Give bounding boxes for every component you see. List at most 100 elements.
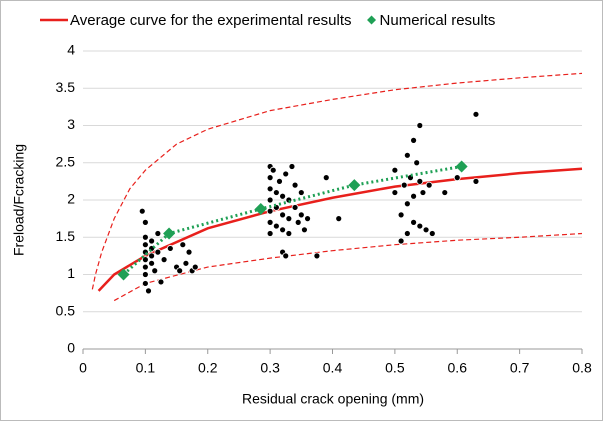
data-point <box>391 189 399 196</box>
data-point <box>416 222 424 230</box>
x-tick-label: 0.2 <box>198 360 218 376</box>
data-point <box>266 196 274 204</box>
x-tick-label: 0.8 <box>572 360 592 376</box>
average-curve <box>97 167 583 292</box>
data-point <box>148 259 156 267</box>
data-point <box>322 174 330 182</box>
data-point <box>453 174 461 182</box>
y-axis-label: Freload/Fcracking <box>11 144 27 256</box>
data-point <box>266 230 274 237</box>
data-point <box>297 211 305 219</box>
data-point <box>403 151 411 159</box>
y-tick-label: 2.5 <box>56 153 76 169</box>
data-point <box>138 207 146 215</box>
data-point <box>397 237 405 245</box>
legend-label: Numerical results <box>380 12 496 29</box>
data-point <box>413 159 421 167</box>
data-point <box>291 181 299 189</box>
y-tick-label: 2 <box>67 191 75 207</box>
data-point <box>403 230 411 237</box>
data-point <box>472 177 480 185</box>
data-point <box>266 185 274 193</box>
y-tick-label: 0.5 <box>56 302 76 318</box>
data-point <box>141 241 149 249</box>
data-point <box>297 189 305 196</box>
x-axis-label: Residual crack opening (mm) <box>242 391 424 407</box>
data-point <box>403 200 411 208</box>
data-point <box>397 211 405 219</box>
data-point <box>148 252 156 260</box>
data-point <box>141 233 149 241</box>
data-point <box>400 181 408 189</box>
data-point <box>272 189 280 196</box>
y-tick-label: 3 <box>67 116 75 132</box>
data-point <box>166 245 174 252</box>
data-point <box>313 252 321 260</box>
x-tick-label: 0.4 <box>323 360 343 376</box>
numerical-point <box>348 179 361 192</box>
data-point <box>279 226 287 234</box>
data-point <box>282 170 290 178</box>
numerical-point <box>117 268 130 281</box>
data-point <box>294 218 302 226</box>
data-point <box>276 177 283 185</box>
data-point <box>301 226 308 234</box>
data-point <box>291 204 299 211</box>
data-point <box>182 259 190 267</box>
data-point <box>148 237 156 245</box>
data-point <box>185 248 193 256</box>
data-point <box>288 163 296 170</box>
bound-curve <box>113 232 583 302</box>
data-point <box>160 256 168 264</box>
x-tick-label: 0.3 <box>260 360 280 376</box>
data-point <box>279 192 287 200</box>
data-point <box>179 241 187 249</box>
data-point <box>145 287 152 295</box>
numerical-point <box>163 227 176 240</box>
data-point <box>151 267 159 275</box>
data-point <box>285 230 293 237</box>
data-point <box>419 189 427 196</box>
data-point <box>335 215 343 223</box>
data-point <box>272 222 280 230</box>
x-tick-label: 0 <box>79 360 87 376</box>
data-point <box>441 189 449 196</box>
y-tick-label: 3.5 <box>56 79 76 95</box>
legend-label: Average curve for the experimental resul… <box>70 12 352 29</box>
x-tick-label: 0.6 <box>448 360 468 376</box>
data-point <box>266 207 274 215</box>
data-point <box>141 218 149 226</box>
y-tick-label: 1 <box>67 265 75 281</box>
y-tick-label: 0 <box>67 340 75 356</box>
data-point <box>416 122 424 129</box>
data-point <box>141 280 149 287</box>
data-point <box>416 177 424 185</box>
data-point <box>176 267 184 275</box>
data-point <box>154 248 162 256</box>
data-point <box>266 174 274 182</box>
x-tick-label: 0.7 <box>510 360 530 376</box>
data-point <box>266 218 274 226</box>
data-point <box>279 211 287 219</box>
data-point <box>422 226 430 234</box>
data-point <box>141 271 149 278</box>
y-tick-label: 4 <box>67 42 75 58</box>
x-tick-label: 0.5 <box>385 360 405 376</box>
data-point <box>425 181 433 189</box>
legend-swatch <box>367 15 377 25</box>
data-point <box>154 230 162 237</box>
y-tick-label: 1.5 <box>56 228 76 244</box>
data-point <box>410 218 417 226</box>
bound-curve <box>91 72 583 290</box>
data-point <box>410 136 417 144</box>
data-point <box>157 278 165 286</box>
data-point <box>472 110 480 118</box>
data-point <box>282 252 290 260</box>
data-point <box>410 192 417 200</box>
data-point <box>391 166 399 174</box>
data-point <box>304 215 311 223</box>
x-tick-label: 0.1 <box>136 360 156 376</box>
numerical-point <box>254 202 267 215</box>
